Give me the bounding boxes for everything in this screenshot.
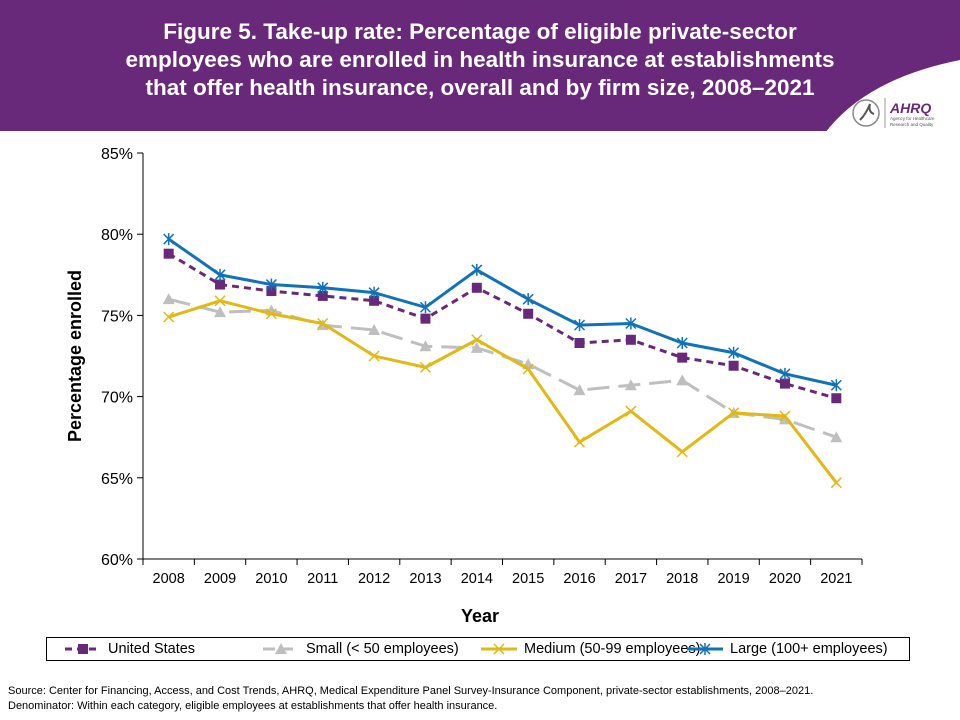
marker-x (575, 437, 585, 447)
y-tick-label: 65% (101, 471, 133, 488)
x-tick-label: 2015 (512, 571, 544, 587)
x-tick-label: 2014 (461, 571, 493, 587)
series-line (169, 254, 837, 399)
line-chart: 60% 65% 70% 75% 80% 85% 2008 2009 2010 2011 2012 20… (0, 0, 960, 630)
x-tick-label: 2021 (820, 571, 852, 587)
marker-square (78, 644, 88, 654)
marker-square (215, 280, 225, 290)
series-small (163, 293, 843, 442)
x-tick-label: 2018 (666, 571, 698, 587)
x-tick-label: 2013 (409, 571, 441, 587)
series-line (169, 301, 837, 483)
x-tick-label: 2010 (255, 571, 287, 587)
x-tick-label: 2012 (358, 571, 390, 587)
y-tick-label: 75% (101, 308, 133, 325)
series-united (164, 249, 842, 404)
x-axis-label: Year (461, 606, 499, 626)
legend-item: United States (63, 640, 195, 658)
series-medium (164, 296, 842, 488)
marker-square (420, 314, 430, 324)
marker-square (472, 283, 482, 293)
marker-square (626, 335, 636, 345)
marker-square (729, 361, 739, 371)
x-tick-label: 2019 (717, 571, 749, 587)
y-tick-label: 85% (101, 146, 133, 163)
marker-square (677, 353, 687, 363)
legend-swatch (63, 640, 103, 658)
legend-item: Large (100+ employees) (685, 640, 888, 658)
marker-star (472, 264, 482, 276)
y-tick-label: 60% (101, 552, 133, 569)
marker-square (831, 393, 841, 403)
legend-label: Large (100+ employees) (730, 641, 888, 657)
legend-item: Small (< 50 employees) (261, 640, 459, 658)
x-tick-label: 2020 (769, 571, 801, 587)
y-axis-label: Percentage enrolled (65, 270, 85, 442)
legend-label: United States (108, 641, 195, 657)
legend-label: Small (< 50 employees) (306, 641, 459, 657)
denominator-line: Denominator: Within each category, eligi… (8, 699, 813, 714)
x-tick-label: 2016 (563, 571, 595, 587)
legend-swatch (261, 640, 301, 658)
y-tick-label: 80% (101, 227, 133, 244)
x-tick-label: 2017 (615, 571, 647, 587)
source-note: Source: Center for Financing, Access, an… (8, 684, 813, 714)
x-tick-label: 2008 (153, 571, 185, 587)
legend: United States Small (< 50 employees) Mediu… (46, 637, 910, 661)
y-tick-label: 70% (101, 390, 133, 407)
marker-x (677, 447, 687, 457)
marker-x (626, 406, 636, 416)
marker-star (164, 233, 174, 245)
legend-swatch (479, 640, 519, 658)
marker-x (831, 478, 841, 488)
legend-item: Medium (50-99 employees) (479, 640, 701, 658)
marker-square (780, 379, 790, 389)
legend-swatch (685, 640, 725, 658)
x-tick-label: 2011 (307, 571, 338, 587)
marker-star (523, 293, 533, 305)
x-tick-label: 2009 (204, 571, 236, 587)
legend-label: Medium (50-99 employees) (524, 641, 701, 657)
marker-triangle (676, 374, 688, 385)
marker-triangle (163, 293, 175, 304)
marker-square (575, 338, 585, 348)
source-line: Source: Center for Financing, Access, an… (8, 684, 813, 699)
marker-square (523, 309, 533, 319)
marker-square (164, 249, 174, 259)
